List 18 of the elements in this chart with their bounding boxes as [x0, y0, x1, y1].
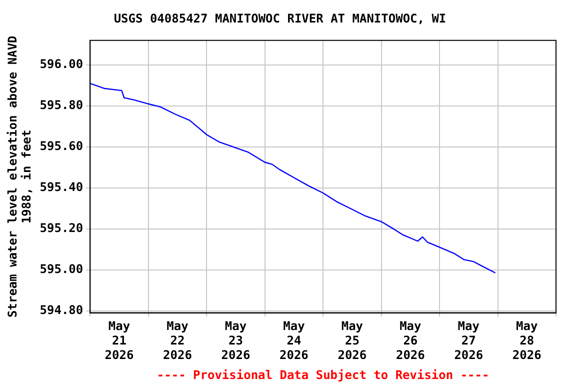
- y-tick-label: 595.60: [40, 139, 84, 154]
- y-tick-label: 594.80: [40, 302, 84, 317]
- x-tick-label: May 25 2026: [338, 319, 367, 362]
- x-tick-label: May 21 2026: [104, 319, 134, 362]
- x-tick-label: May 24 2026: [280, 319, 308, 362]
- x-tick-label: May 23 2026: [221, 319, 250, 362]
- y-tick-label: 595.20: [40, 220, 84, 235]
- y-tick-label: 595.80: [40, 98, 84, 112]
- text: ---- Provisional Data Subject to Revision ----: [156, 368, 490, 382]
- chart-title: USGS 04085427 MANITOWOC RIVER AT MANITOWOC, WI: [114, 11, 446, 26]
- x-tick-label: May 27 2026: [454, 319, 484, 362]
- x-tick-label: May 26 2026: [396, 319, 425, 362]
- x-tick-label: May 22 2026: [163, 319, 192, 362]
- y-axis-title: Stream water level elevation above NAVD 1988, in feet: [5, 36, 34, 318]
- y-tick-label: 595.00: [40, 262, 84, 276]
- x-tick-label: May 28 2026: [512, 319, 542, 362]
- y-tick-label: 595.40: [40, 180, 84, 194]
- y-tick-label: 596.00: [40, 57, 84, 72]
